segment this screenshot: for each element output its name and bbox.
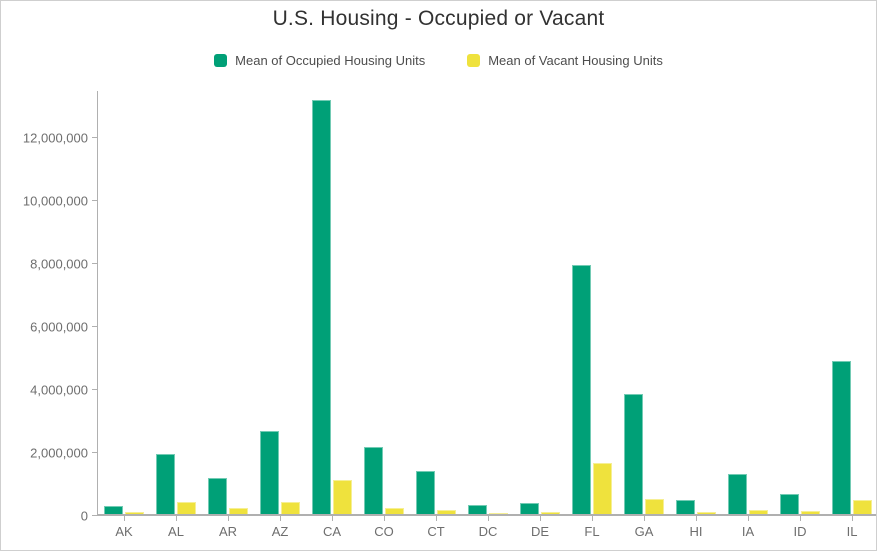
x-axis-tick bbox=[384, 516, 385, 521]
category-slot-az bbox=[254, 91, 306, 521]
plot-area: 0 2,000,000 4,000,000 6,000,000 8,000,000 10,… bbox=[23, 91, 876, 539]
bar-occupied-ia[interactable] bbox=[728, 474, 748, 514]
x-axis-tick bbox=[280, 516, 281, 521]
bar-occupied-id[interactable] bbox=[780, 494, 800, 514]
x-axis-label-hi: HI bbox=[689, 524, 703, 539]
legend-swatch-icon bbox=[467, 54, 481, 67]
bar-occupied-hi[interactable] bbox=[676, 500, 696, 514]
category-slot-ak bbox=[98, 91, 150, 521]
x-axis-tick bbox=[436, 516, 437, 521]
category-slot-hi bbox=[670, 91, 722, 521]
y-axis-tick bbox=[92, 263, 98, 264]
y-axis-tick bbox=[92, 200, 98, 201]
bar-occupied-fl[interactable] bbox=[572, 265, 592, 514]
bar-vacant-ca[interactable] bbox=[332, 480, 352, 514]
bar-vacant-id[interactable] bbox=[800, 511, 820, 514]
x-axis-tick bbox=[332, 516, 333, 521]
bar-occupied-ct[interactable] bbox=[416, 471, 436, 514]
y-axis-tick-label: 8,000,000 bbox=[30, 256, 88, 272]
bar-vacant-il[interactable] bbox=[852, 500, 872, 514]
x-axis-tick bbox=[592, 516, 593, 521]
y-axis-tick-label: 12,000,000 bbox=[22, 130, 88, 146]
x-axis-label-il: IL bbox=[846, 524, 858, 539]
bar-occupied-dc[interactable] bbox=[468, 505, 488, 514]
bar-vacant-al[interactable] bbox=[176, 502, 196, 514]
bar-vacant-hi[interactable] bbox=[696, 512, 716, 514]
chart-title: U.S. Housing - Occupied or Vacant bbox=[272, 7, 605, 30]
category-slot-de bbox=[514, 91, 566, 521]
chart-legend: Mean of Occupied Housing Units Mean of Va… bbox=[1, 53, 876, 68]
legend-label: Mean of Occupied Housing Units bbox=[235, 53, 426, 68]
bar-occupied-ca[interactable] bbox=[312, 100, 332, 514]
bar-occupied-ak[interactable] bbox=[104, 506, 124, 514]
x-axis-tick bbox=[852, 516, 853, 521]
category-slot-ca bbox=[306, 91, 358, 521]
x-axis-label-ga: GA bbox=[634, 524, 654, 539]
bar-vacant-co[interactable] bbox=[384, 508, 404, 514]
x-axis-label-al: AL bbox=[168, 524, 184, 539]
category-slot-ga bbox=[618, 91, 670, 521]
x-axis-label-de: DE bbox=[530, 524, 550, 539]
bar-vacant-az[interactable] bbox=[280, 502, 300, 514]
category-slot-dc bbox=[462, 91, 514, 521]
x-axis-tick bbox=[124, 516, 125, 521]
y-axis-tick bbox=[92, 515, 98, 516]
y-axis-tick bbox=[92, 326, 98, 327]
x-axis-label-ia: IA bbox=[741, 524, 755, 539]
bar-occupied-co[interactable] bbox=[364, 447, 384, 514]
x-axis-label-az: AZ bbox=[271, 524, 289, 539]
bar-vacant-ga[interactable] bbox=[644, 499, 664, 514]
y-axis-tick-label: 4,000,000 bbox=[30, 382, 88, 398]
bar-occupied-ga[interactable] bbox=[624, 394, 644, 514]
category-slot-id bbox=[774, 91, 826, 521]
legend-item-occupied[interactable]: Mean of Occupied Housing Units bbox=[214, 53, 425, 68]
bar-occupied-il[interactable] bbox=[832, 361, 852, 514]
legend-label: Mean of Vacant Housing Units bbox=[488, 53, 663, 68]
bar-vacant-fl[interactable] bbox=[592, 463, 612, 514]
category-slot-ia bbox=[722, 91, 774, 521]
y-axis-tick bbox=[92, 452, 98, 453]
x-axis-tick bbox=[696, 516, 697, 521]
legend-item-vacant[interactable]: Mean of Vacant Housing Units bbox=[467, 53, 663, 68]
bar-vacant-dc[interactable] bbox=[488, 513, 508, 514]
y-axis-tick-label: 2,000,000 bbox=[30, 445, 88, 461]
x-axis-tick bbox=[488, 516, 489, 521]
bar-vacant-ct[interactable] bbox=[436, 510, 456, 514]
x-axis-tick bbox=[644, 516, 645, 521]
y-axis-tick-label: 0 bbox=[80, 508, 88, 524]
x-axis-label-ar: AR bbox=[218, 524, 238, 539]
x-axis-tick bbox=[748, 516, 749, 521]
bar-occupied-ar[interactable] bbox=[208, 478, 228, 514]
category-slot-il bbox=[826, 91, 876, 521]
category-slot-al bbox=[150, 91, 202, 521]
x-axis-label-ca: CA bbox=[322, 524, 342, 539]
bar-vacant-ia[interactable] bbox=[748, 510, 768, 514]
x-axis-tick bbox=[228, 516, 229, 521]
category-slot-fl bbox=[566, 91, 618, 521]
x-axis-label-co: CO bbox=[374, 524, 394, 539]
bar-occupied-az[interactable] bbox=[260, 431, 280, 514]
category-slot-co bbox=[358, 91, 410, 521]
x-axis-label-dc: DC bbox=[478, 524, 498, 539]
y-axis-tick bbox=[92, 137, 98, 138]
x-axis-tick bbox=[540, 516, 541, 521]
y-axis-tick bbox=[92, 389, 98, 390]
x-axis-label-id: ID bbox=[793, 524, 807, 539]
bar-occupied-al[interactable] bbox=[156, 454, 176, 514]
x-axis-label-ak: AK bbox=[115, 524, 133, 539]
x-axis-tick bbox=[800, 516, 801, 521]
y-axis-tick-label: 10,000,000 bbox=[22, 193, 88, 209]
category-slot-ar bbox=[202, 91, 254, 521]
legend-swatch-icon bbox=[214, 54, 228, 67]
category-slot-ct bbox=[410, 91, 462, 521]
x-axis-tick bbox=[176, 516, 177, 521]
y-axis-tick-label: 6,000,000 bbox=[30, 319, 88, 335]
x-axis-label-ct: CT bbox=[427, 524, 445, 539]
bar-vacant-de[interactable] bbox=[540, 512, 560, 514]
x-axis-label-fl: FL bbox=[584, 524, 600, 539]
bar-vacant-ar[interactable] bbox=[228, 508, 248, 514]
bar-occupied-de[interactable] bbox=[520, 503, 540, 514]
bar-vacant-ak[interactable] bbox=[124, 512, 144, 514]
